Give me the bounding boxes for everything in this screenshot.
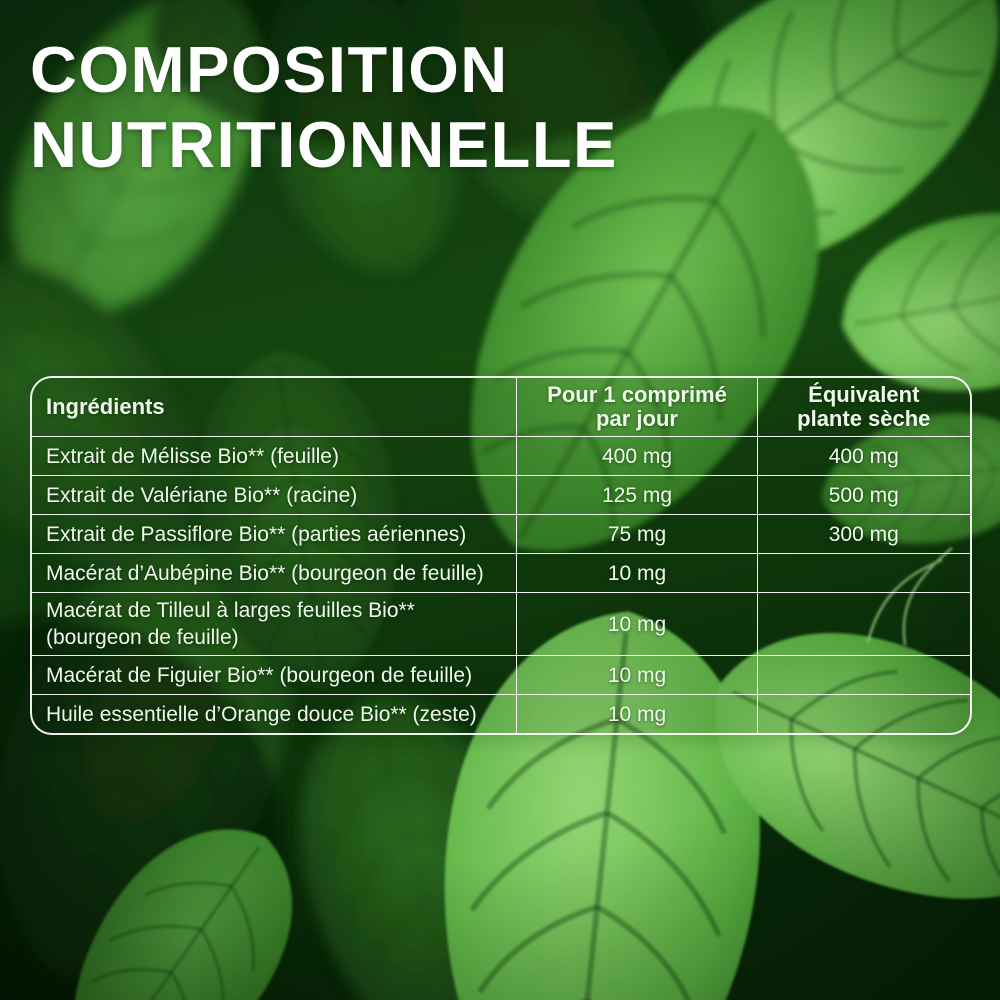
equivalent-cell: 500 mg [757,475,970,515]
per-day-cell: 125 mg [516,475,758,515]
title-line-2: NUTRITIONNELLE [30,108,618,181]
equivalent-cell [757,592,970,656]
equivalent-cell [757,655,970,695]
table-row: Macérat d’Aubépine Bio** (bourgeon de fe… [32,553,970,593]
per-day-cell: 400 mg [516,436,758,476]
equivalent-cell: 400 mg [757,436,970,476]
ingredient-cell: Macérat d’Aubépine Bio** (bourgeon de fe… [32,553,518,593]
ingredient-cell: Huile essentielle d’Orange douce Bio** (… [32,694,518,733]
equivalent-cell [757,695,970,734]
per-day-cell: 10 mg [516,694,758,733]
table-row: Macérat de Tilleul à larges feuilles Bio… [32,592,970,656]
per-day-cell: 10 mg [516,655,758,695]
table-row: Huile essentielle d’Orange douce Bio** (… [32,694,970,734]
header-row: Ingrédients Pour 1 comprimé par jour Équ… [32,378,970,437]
ingredient-cell: Macérat de Tilleul à larges feuilles Bio… [32,592,518,656]
nutrition-table-card: Ingrédients Pour 1 comprimé par jour Équ… [30,376,972,735]
header-equivalent: Équivalent plante sèche [757,378,970,437]
ingredient-cell: Extrait de Passiflore Bio** (parties aér… [32,514,518,554]
header-ingredients: Ingrédients [32,378,518,437]
nutrition-table: Ingrédients Pour 1 comprimé par jour Équ… [32,378,970,733]
table-row: Extrait de Passiflore Bio** (parties aér… [32,514,970,554]
ingredient-cell: Extrait de Valériane Bio** (racine) [32,475,518,515]
equivalent-cell: 300 mg [757,514,970,554]
ingredient-cell: Macérat de Figuier Bio** (bourgeon de fe… [32,655,518,695]
ingredient-cell: Extrait de Mélisse Bio** (feuille) [32,436,518,476]
table-row: Extrait de Valériane Bio** (racine) 125 … [32,475,970,515]
page-title: COMPOSITION NUTRITIONNELLE [30,32,618,182]
equivalent-cell [757,553,970,593]
per-day-cell: 10 mg [516,553,758,593]
title-line-1: COMPOSITION [30,33,509,106]
per-day-cell: 75 mg [516,514,758,554]
table-row: Extrait de Mélisse Bio** (feuille) 400 m… [32,436,970,476]
header-per-day: Pour 1 comprimé par jour [516,378,758,437]
per-day-cell: 10 mg [516,592,758,656]
table-row: Macérat de Figuier Bio** (bourgeon de fe… [32,655,970,695]
